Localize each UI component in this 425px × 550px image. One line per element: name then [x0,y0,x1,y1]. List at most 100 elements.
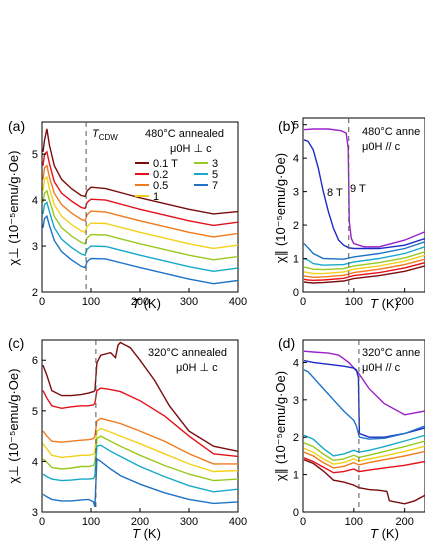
series-line-a-2 [42,164,238,238]
xtick-label-a-0: 0 [39,296,45,308]
series-line-b-3 [303,246,425,266]
legend-label-2: 0.5 [153,180,168,192]
panel-label-c: (c) [8,335,24,351]
panel-b: (b) 0 100 200 0 1 2 3 4 5 480°C anne μ0H // c 8 … [273,117,425,311]
series-group-d [303,350,425,505]
xtick-label-c-1: 100 [82,516,100,528]
ytick-label-b-3: 3 [293,187,299,199]
panel-d: (d) 0 100 200 0 1 2 3 4 320°C anne μ0H // c T (… [273,335,425,541]
series-line-d-7 [303,457,425,474]
ylabel-a: χ⊥ (10⁻⁵emu/g·Oe) [6,151,21,266]
legend-a: 0.1 T0.20.51 357 [135,158,218,203]
xtick-label-c-3: 300 [180,516,198,528]
xlabel-c: T (K) [132,526,161,541]
axes-frame-b [302,117,425,293]
series-line-d-0 [303,350,425,416]
ticks-d: 0 100 200 0 1 2 3 4 [293,357,414,528]
ytick-label-c-1: 4 [32,456,38,468]
ytick-label-b-0: 0 [293,287,299,299]
series-line-b-1 [303,139,425,250]
series-line-b-2 [303,241,425,260]
field-label-b: μ0H // c [362,141,401,153]
ytick-label-a-0: 2 [32,287,38,299]
annotation-a: 480°C annealed [145,128,224,140]
series-line-b-5 [303,254,425,275]
series-line-d-3 [303,434,425,457]
panel-label-a: (a) [8,118,25,134]
xtick-label-c-2: 200 [131,516,149,528]
series-line-d-4 [303,440,425,462]
field-label-d: μ0H // c [362,362,401,374]
panel-c: (c) 0 100 200 300 400 3 4 5 6 320°C annealed μ0H… [6,335,247,541]
annotation-c: 320°C annealed [148,347,227,359]
ytick-label-b-2: 2 [293,220,299,232]
panel-label-d: (d) [278,335,295,351]
ytick-label-d-1: 1 [293,470,299,482]
ytick-label-d-3: 3 [293,395,299,407]
ylabel-c: χ⊥ (10⁻⁵emu/g·Oe) [6,369,21,484]
series-line-a-3 [42,175,238,250]
xtick-label-a-2: 200 [131,296,149,308]
series-line-c-6 [42,457,238,508]
series-line-b-0 [303,128,425,248]
xtick-label-d-0: 0 [300,516,306,528]
ticks-c: 0 100 200 300 400 3 4 5 6 [32,355,247,528]
ytick-label-b-4: 4 [293,153,299,165]
xtick-label-d-1: 100 [345,516,363,528]
series-line-c-0 [42,341,238,452]
series-line-a-1 [42,150,238,227]
ytick-label-a-1: 3 [32,241,38,253]
series-line-b-7 [303,261,425,282]
series-line-d-1 [303,359,425,438]
xtick-label-b-1: 100 [345,296,363,308]
xtick-label-d-2: 200 [395,516,413,528]
xtick-label-c-4: 400 [229,516,247,528]
xlabel-d: T (K) [370,526,399,541]
legend-label-0: 0.1 T [153,158,178,170]
series-line-d-2 [303,369,425,440]
panel-a: (a) 0 100 200 300 400 2 3 4 5 TCDW 480°C anneale… [6,118,247,311]
xtick-label-a-3: 300 [180,296,198,308]
series-label-8t: 8 T [327,187,343,199]
series-line-a-6 [42,214,238,285]
series-line-b-4 [303,251,425,271]
field-label-c: μ0H ⊥ c [176,362,218,374]
ticks-b: 0 100 200 0 1 2 3 4 5 [293,120,414,308]
ytick-label-c-2: 5 [32,406,38,418]
xlabel-a: T (K) [132,296,161,311]
ytick-label-d-4: 4 [293,357,299,369]
series-line-c-1 [42,387,238,458]
xtick-label-b-0: 0 [300,296,306,308]
xlabel-b: T (K) [370,296,399,311]
field-label-a: μ0H ⊥ c [170,143,212,155]
xtick-label-c-0: 0 [39,516,45,528]
ytick-label-a-3: 5 [32,149,38,161]
series-line-c-2 [42,417,238,465]
ytick-label-b-1: 1 [293,254,299,266]
series-label-9t: 9 T [350,183,366,195]
panel-label-b: (b) [278,118,295,134]
legend-label-6: 7 [212,180,218,192]
legend-label-1: 0.2 [153,169,168,181]
xtick-label-b-2: 200 [395,296,413,308]
ytick-label-a-2: 4 [32,195,38,207]
series-line-b-8 [303,265,425,284]
legend-label-4: 3 [212,158,218,170]
series-line-d-6 [303,450,425,469]
series-group-b [303,128,425,284]
tcdw-label: TCDW [92,128,118,142]
ytick-label-d-2: 2 [293,432,299,444]
annotation-d: 320°C anne [362,347,420,359]
ytick-label-b-5: 5 [293,120,299,132]
series-line-d-8 [303,459,425,505]
series-line-a-4 [42,189,238,261]
xtick-label-a-4: 400 [229,296,247,308]
annotation-b: 480°C anne [362,126,420,138]
ylabel-d: χ∥ (10⁻⁵emu/g·Oe) [273,371,288,481]
xtick-label-a-1: 100 [82,296,100,308]
ylabel-b: χ∥ (10⁻⁵emu/g·Oe) [273,153,288,263]
series-line-a-5 [42,201,238,273]
series-line-d-5 [303,445,425,465]
ytick-label-c-0: 3 [32,507,38,519]
